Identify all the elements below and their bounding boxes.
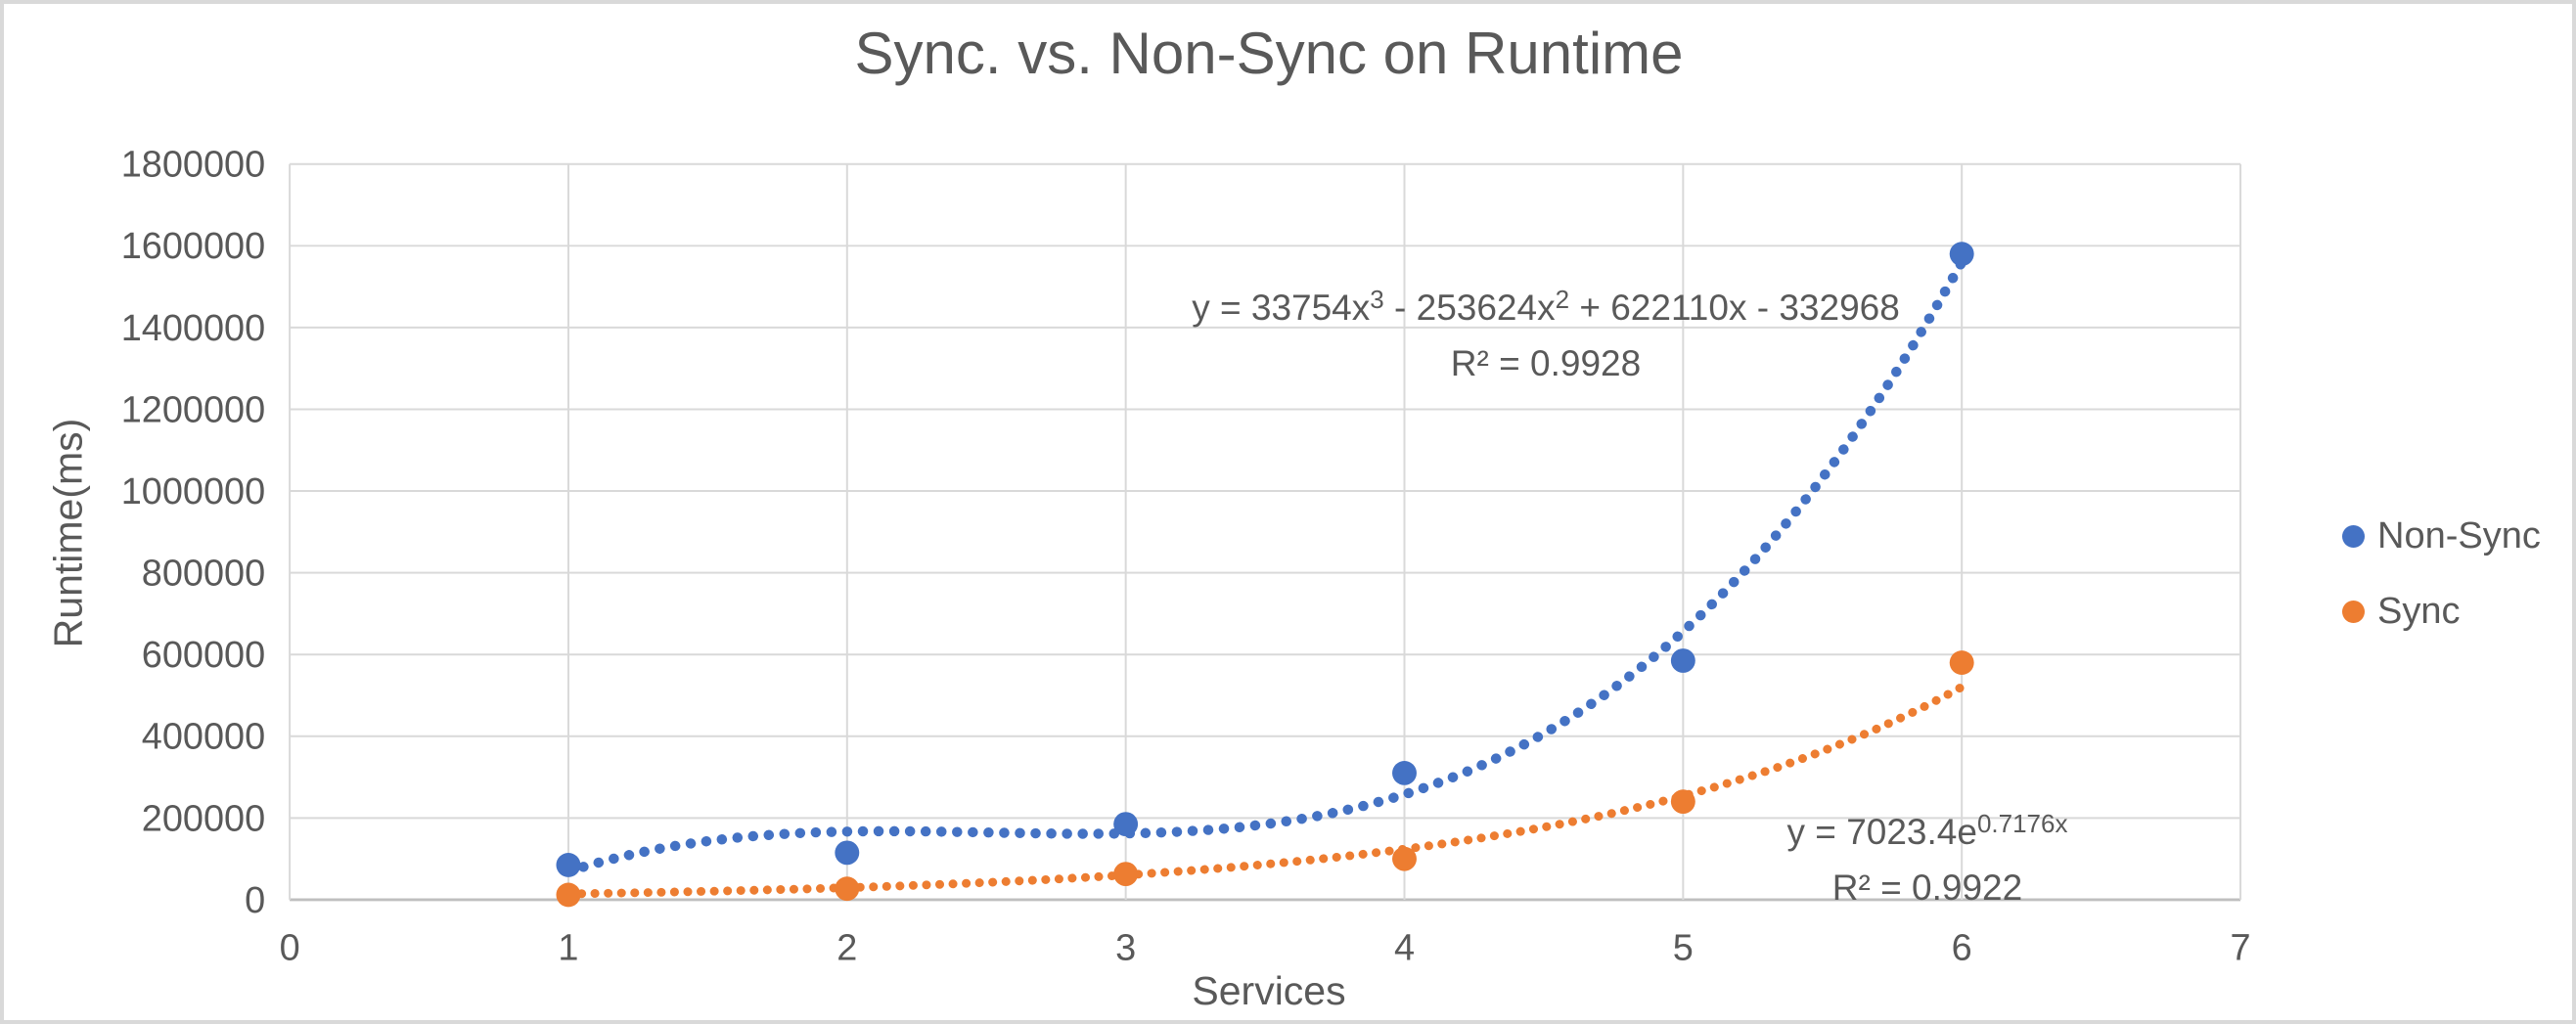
x-tick-label: 4 bbox=[1394, 928, 1415, 969]
superscript: 2 bbox=[1555, 285, 1570, 315]
plot-area: 0 200000 400000 600000 800000 1000000 1200000 1… bbox=[121, 145, 2251, 969]
y-tick-label: 800000 bbox=[142, 554, 265, 595]
x-tick-label: 0 bbox=[280, 928, 300, 969]
nonsync-trendline-equation: y = 33754x3 - 253624x2 + 622110x - 33296… bbox=[1192, 282, 1900, 389]
superscript: 0.7176x bbox=[1976, 809, 2068, 839]
data-point-sync bbox=[1949, 650, 1974, 675]
x-tick-label: 2 bbox=[836, 928, 857, 969]
x-tick-label: 7 bbox=[2231, 928, 2251, 969]
trendline-non-sync bbox=[563, 256, 1967, 877]
y-tick-label: 600000 bbox=[142, 635, 265, 676]
sync-trendline-equation: y = 7023.4e0.7176x R² = 0.9922 bbox=[1787, 806, 2068, 913]
x-tick-label: 5 bbox=[1673, 928, 1694, 969]
data-point-sync bbox=[835, 876, 860, 902]
y-tick-label: 1000000 bbox=[121, 471, 265, 512]
nonsync-r2-value: R² = 0.9928 bbox=[1450, 343, 1642, 383]
data-point-sync bbox=[556, 882, 581, 908]
chart-legend: Non-Sync Sync bbox=[2342, 513, 2541, 664]
legend-item-sync: Sync bbox=[2342, 589, 2541, 634]
x-axis-title: Services bbox=[1192, 968, 1346, 1013]
chart-title: Sync. vs. Non-Sync on Runtime bbox=[854, 21, 1684, 86]
x-tick-label: 1 bbox=[558, 928, 578, 969]
non-sync-legend-marker-icon bbox=[2342, 524, 2365, 548]
y-tick-label: 1400000 bbox=[121, 308, 265, 349]
y-tick-label: 1600000 bbox=[121, 226, 265, 267]
y-tick-label: 400000 bbox=[142, 717, 265, 758]
y-tick-label: 1800000 bbox=[121, 145, 265, 186]
data-point-non-sync bbox=[1670, 648, 1695, 673]
sync-legend-marker-icon bbox=[2342, 600, 2365, 623]
data-point-sync bbox=[1392, 846, 1417, 871]
trendline-sync bbox=[564, 682, 1966, 899]
data-point-sync bbox=[1113, 862, 1139, 887]
data-point-sync bbox=[1670, 789, 1695, 815]
superscript: 3 bbox=[1370, 285, 1384, 315]
y-axis-title: Runtime(ms) bbox=[45, 418, 91, 648]
y-tick-label: 0 bbox=[245, 880, 265, 921]
nonsync-equation-line: y = 33754x3 - 253624x2 + 622110x - 33296… bbox=[1192, 285, 1900, 328]
legend-item-non-sync: Non-Sync bbox=[2342, 513, 2541, 558]
data-point-non-sync bbox=[556, 853, 581, 877]
y-tick-label: 1200000 bbox=[121, 389, 265, 430]
x-tick-label: 6 bbox=[1952, 928, 1972, 969]
data-point-non-sync bbox=[835, 840, 860, 866]
sync-equation-line: y = 7023.4e0.7176x bbox=[1786, 809, 2068, 852]
x-tick-label: 3 bbox=[1115, 928, 1136, 969]
sync-r2-value: R² = 0.9922 bbox=[1831, 868, 2023, 908]
legend-label: Non-Sync bbox=[2377, 514, 2541, 557]
legend-label: Sync bbox=[2377, 590, 2461, 632]
data-point-non-sync bbox=[1113, 812, 1139, 837]
data-point-non-sync bbox=[1949, 242, 1974, 267]
y-tick-label: 200000 bbox=[142, 798, 265, 839]
data-point-non-sync bbox=[1392, 760, 1417, 785]
